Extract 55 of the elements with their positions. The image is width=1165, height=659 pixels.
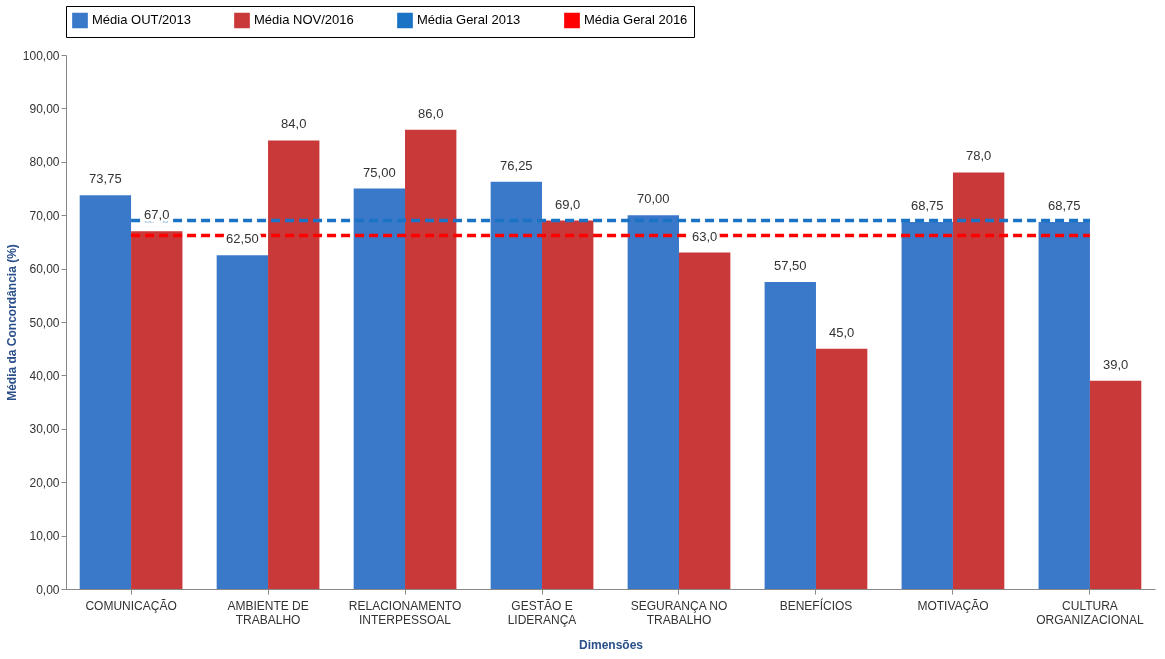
bar bbox=[764, 281, 816, 589]
y-tick-label: 90,00 bbox=[29, 101, 60, 116]
bar bbox=[815, 348, 868, 589]
y-tick-label: 0,00 bbox=[36, 582, 60, 597]
data-label: 39,0 bbox=[1102, 356, 1129, 372]
data-label: 69,0 bbox=[555, 196, 581, 212]
bar bbox=[952, 172, 1005, 589]
legend-label: Média Geral 2016 bbox=[584, 12, 688, 28]
x-tick-label: RELACIONAMENTO INTERPESSOAL bbox=[348, 598, 462, 627]
x-tick-label: SEGURANÇA NO TRABALHO bbox=[630, 598, 728, 627]
y-tick-label: 30,00 bbox=[29, 422, 60, 437]
data-label: 68,75 bbox=[1047, 197, 1081, 213]
x-tick-label: MOTIVAÇÃO bbox=[917, 598, 989, 613]
x-tick-label: COMUNICAÇÃO bbox=[85, 598, 177, 613]
bar bbox=[490, 181, 543, 589]
bar bbox=[678, 252, 731, 589]
data-label: 76,25 bbox=[500, 157, 533, 173]
bar bbox=[1038, 221, 1090, 589]
bar bbox=[405, 129, 457, 589]
y-tick-label: 20,00 bbox=[29, 475, 60, 490]
bar bbox=[1089, 380, 1142, 589]
data-label: 84,0 bbox=[281, 116, 307, 132]
bar bbox=[627, 215, 679, 589]
x-axis-title: Dimensões bbox=[578, 637, 644, 652]
y-tick-label: 100,00 bbox=[22, 48, 60, 63]
data-label: 70,00 bbox=[637, 191, 670, 207]
y-tick-label: 60,00 bbox=[29, 262, 60, 277]
bar bbox=[79, 195, 132, 589]
x-tick-label: BENEFÍCIOS bbox=[779, 597, 853, 613]
y-tick-label: 40,00 bbox=[29, 368, 60, 383]
bar bbox=[131, 231, 183, 589]
y-tick-label: 80,00 bbox=[29, 155, 60, 170]
legend-label: Média OUT/2013 bbox=[92, 12, 191, 28]
data-label: 86,0 bbox=[418, 105, 444, 121]
legend-label: Média NOV/2016 bbox=[254, 12, 354, 28]
x-tick-label: GESTÃO E LIDERANÇA bbox=[507, 598, 577, 627]
data-label: 73,75 bbox=[89, 171, 122, 187]
x-tick-label: CULTURA ORGANIZACIONAL bbox=[1036, 598, 1144, 627]
data-label: 75,00 bbox=[363, 164, 396, 180]
y-tick-label: 50,00 bbox=[29, 315, 60, 330]
data-label: 68,75 bbox=[911, 197, 944, 213]
data-label: 67,0 bbox=[144, 207, 170, 223]
bar bbox=[216, 255, 269, 589]
bar bbox=[901, 221, 953, 589]
y-axis-title: Média da Concordância (%) bbox=[4, 244, 19, 401]
data-label: 45,0 bbox=[829, 324, 855, 340]
y-tick-label: 70,00 bbox=[29, 208, 60, 223]
data-label: 57,50 bbox=[774, 257, 807, 273]
y-tick-label: 10,00 bbox=[29, 529, 60, 544]
bar bbox=[542, 220, 594, 589]
legend-label: Média Geral 2013 bbox=[417, 12, 521, 28]
bar bbox=[268, 140, 320, 589]
x-tick-label: AMBIENTE DE TRABALHO bbox=[227, 598, 309, 627]
bar bbox=[353, 188, 406, 589]
data-label: 78,0 bbox=[965, 148, 992, 164]
